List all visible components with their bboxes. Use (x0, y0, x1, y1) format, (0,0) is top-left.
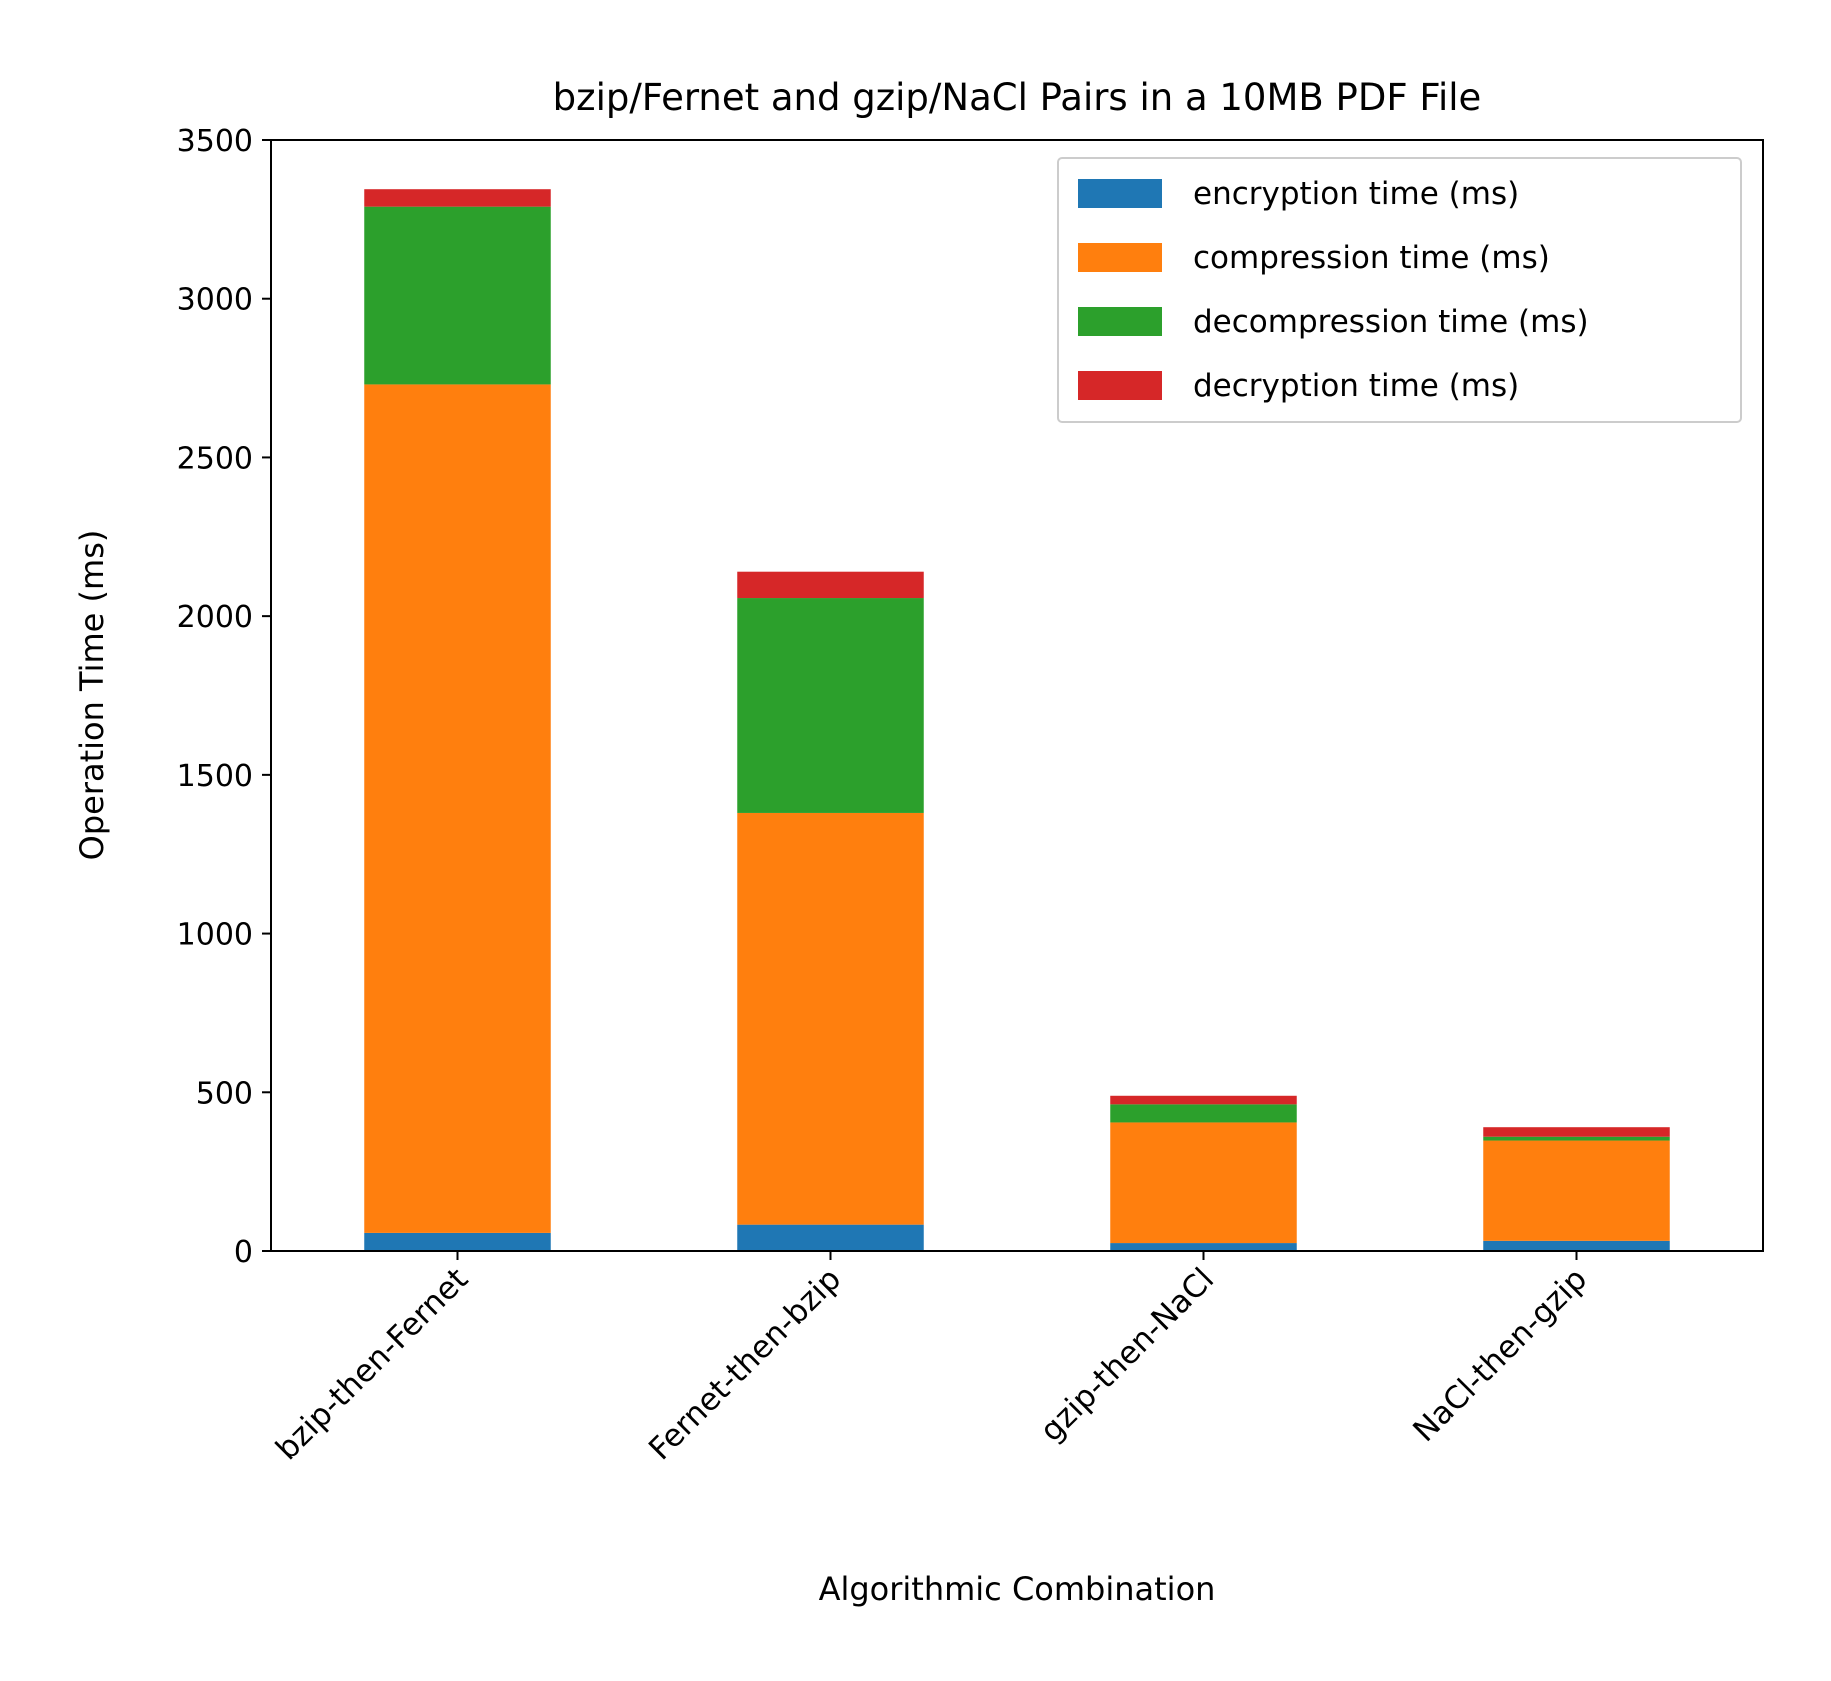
y-axis-label: Operation Time (ms) (73, 530, 111, 861)
bar-4-2 (737, 571, 924, 599)
x-tick-label: Fernet-then-bzip (642, 1261, 848, 1467)
y-tick-label: 2500 (177, 441, 253, 476)
legend-swatch (1078, 307, 1162, 336)
bar-1-2 (737, 1224, 924, 1251)
x-tick-label: NaCl-then-gzip (1406, 1261, 1594, 1449)
x-tick-label: bzip-then-Fernet (269, 1261, 475, 1467)
bar-2-4 (1483, 1140, 1670, 1241)
bar-4-1 (364, 189, 551, 207)
legend-swatch (1078, 243, 1162, 272)
bar-4-3 (1110, 1095, 1297, 1105)
legend-label: encryption time (ms) (1193, 176, 1519, 212)
y-tick-label: 1500 (177, 759, 253, 794)
bar-3-2 (737, 598, 924, 813)
legend: encryption time (ms) compression time (ms… (1057, 157, 1742, 423)
bar-3-1 (364, 206, 551, 385)
legend-frame (1057, 157, 1742, 423)
chart-title: bzip/Fernet and gzip/NaCl Pairs in a 10M… (553, 76, 1482, 119)
x-tick-label: gzip-then-NaCl (1033, 1261, 1221, 1449)
y-tick-label: 3500 (177, 124, 253, 159)
y-tick-label: 500 (196, 1076, 253, 1111)
y-tick-label: 3000 (177, 283, 253, 318)
bar-1-4 (1483, 1240, 1670, 1251)
bar-2-1 (364, 384, 551, 1233)
y-tick-label: 1000 (177, 918, 253, 953)
plot-frame (270, 139, 1764, 1252)
bar-2-3 (1110, 1122, 1297, 1244)
legend-label: decryption time (ms) (1193, 368, 1519, 404)
x-axis-label: Algorithmic Combination (819, 1570, 1216, 1608)
legend-swatch (1078, 371, 1162, 400)
x-axis: bzip-then-Fernet Fernet-then-bzip gzip-the… (269, 1251, 1594, 1467)
legend-label: compression time (ms) (1193, 240, 1550, 276)
bar-1-1 (364, 1232, 551, 1251)
y-tick-label: 0 (234, 1235, 253, 1270)
bar-4-4 (1483, 1127, 1670, 1137)
bar-2-2 (737, 812, 924, 1225)
y-axis: 0 500 1000 1500 2000 2500 3000 3500 (177, 124, 271, 1270)
bars-group (364, 189, 1670, 1251)
bar-1-3 (1110, 1243, 1297, 1251)
legend-swatch (1078, 179, 1162, 208)
bar-3-4 (1483, 1136, 1670, 1141)
y-tick-label: 2000 (177, 600, 253, 635)
bar-3-3 (1110, 1104, 1297, 1123)
legend-label: decompression time (ms) (1193, 304, 1589, 340)
